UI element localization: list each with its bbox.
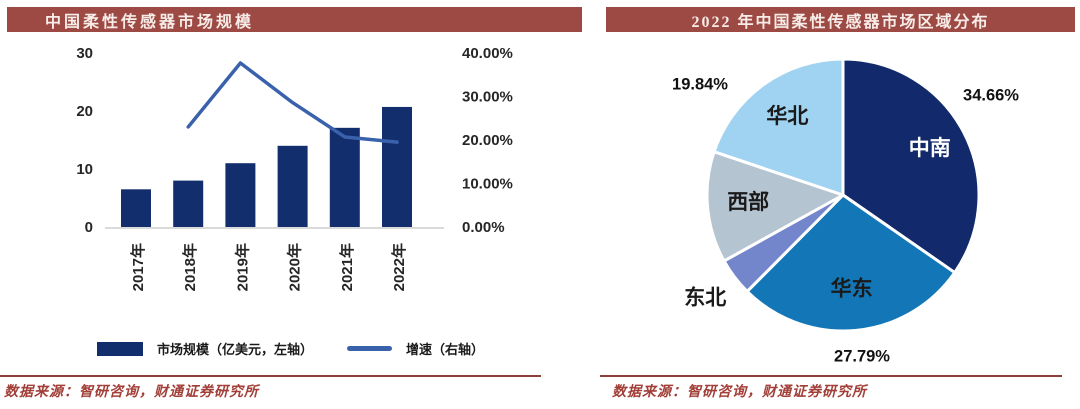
growth-rate-line: [186, 61, 399, 144]
pie-slice-name-label: 中南: [909, 136, 951, 160]
left-axis-tick-label: 30: [76, 45, 93, 62]
pie-slice-4: [712, 57, 845, 197]
right-axis-tick-label: 10.00%: [462, 176, 513, 193]
legend-item-growth: 增速（右轴）: [347, 339, 484, 358]
right-axis-tick-label: 40.00%: [462, 45, 513, 62]
pie-slice-name-label: 东北: [684, 286, 726, 310]
pie-slice-0: [841, 57, 981, 275]
pie-slice-name-label: 华北: [766, 104, 808, 128]
bar-series-label: 市场规模（亿美元，左轴）: [157, 342, 314, 357]
market-size-chart-title: 中国柔性传感器市场规模: [45, 13, 255, 31]
x-axis-category-label: 2018年: [181, 243, 199, 291]
x-axis-category-label: 2022年: [390, 243, 408, 291]
market-size-bar: [382, 106, 412, 227]
left-axis-tick-label: 0: [85, 219, 93, 236]
pie-slice-percent-label: 19.84%: [672, 75, 728, 93]
pie-slice-name-label: 华东: [831, 276, 873, 300]
market-size-bar: [329, 127, 360, 227]
x-axis-category-label: 2021年: [338, 243, 356, 291]
x-axis-category-label: 2019年: [233, 243, 251, 291]
right-source-note: 数据来源：智研咨询，财通证券研究所: [612, 385, 867, 400]
region-pie-chart-title-bar: 2022 年中国柔性传感器市场区域分布: [606, 7, 1075, 32]
x-axis-category-label: 2017年: [129, 243, 147, 291]
bar-series-swatch: [97, 341, 143, 356]
x-axis-category-label: 2020年: [286, 243, 304, 291]
market-size-chart-title-bar: 中国柔性传感器市场规模: [7, 7, 582, 32]
line-series-swatch: [347, 346, 393, 351]
left-source-note: 数据来源：智研咨询，财通证券研究所: [4, 385, 259, 400]
region-distribution-pie-chart: 中南 34.66% 华东 27.79% 东北 西部 华北 19.84%: [672, 57, 1019, 365]
right-axis-tick-label: 0.00%: [462, 219, 505, 236]
left-axis-tick-label: 10: [76, 161, 93, 178]
pie-slice-percent-label: 27.79%: [834, 347, 890, 365]
region-pie-chart-title: 2022 年中国柔性传感器市场区域分布: [691, 13, 990, 31]
pie-slice-1: [745, 193, 957, 333]
market-size-chart-legend: 市场规模（亿美元，左轴） 增速（右轴）: [97, 339, 484, 358]
left-panel-divider: [0, 375, 541, 377]
left-axis-tick-label: 20: [76, 103, 93, 120]
market-size-bar: [225, 163, 256, 227]
market-size-bar: [173, 180, 204, 227]
pie-slice-3: [705, 150, 845, 263]
pie-slice-percent-label: 34.66%: [963, 86, 1019, 104]
right-axis-tick-label: 20.00%: [462, 132, 513, 149]
right-axis-tick-label: 30.00%: [462, 89, 513, 106]
market-size-bar: [277, 145, 308, 227]
market-size-bar: [121, 189, 151, 227]
legend-item-market-size: 市场规模（亿美元，左轴）: [97, 339, 313, 358]
right-panel-divider: [600, 375, 1062, 377]
market-size-bar-line-chart: 0 10 20 30 0.00% 10.00% 20.00% 30.00% 40.00% 2017…: [76, 45, 513, 291]
pie-slice-name-label: 西部: [727, 190, 769, 214]
line-series-label: 增速（右轴）: [406, 342, 485, 357]
